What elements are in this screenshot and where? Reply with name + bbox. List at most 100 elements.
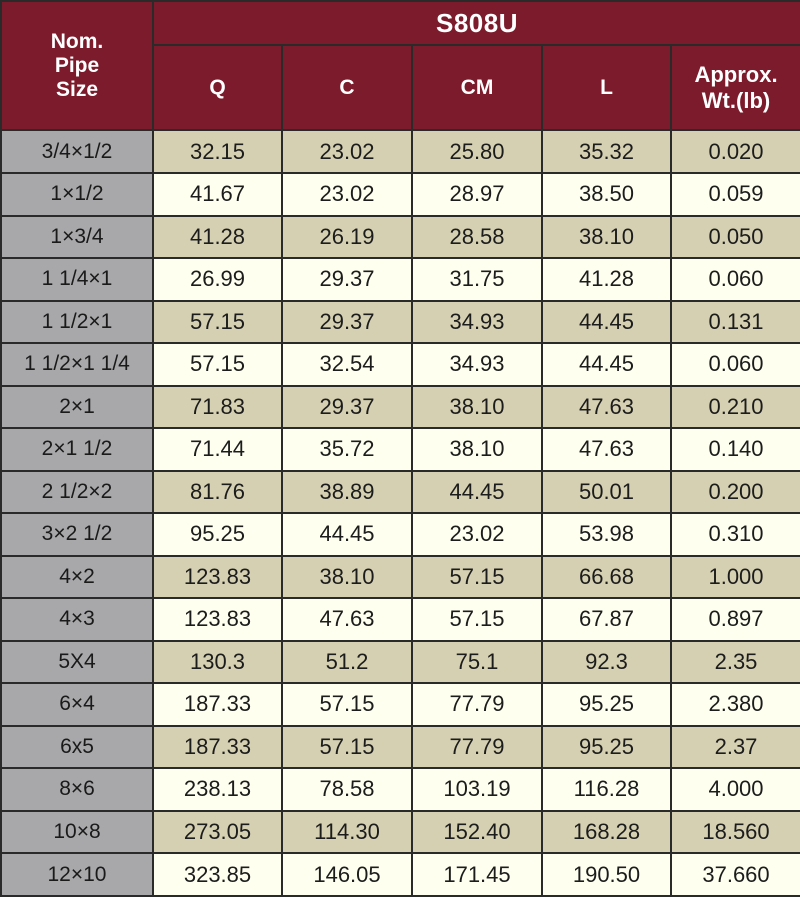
size-column-header: Nom. Pipe Size	[0, 0, 154, 131]
c-cell: 57.15	[281, 724, 413, 770]
weight-cell: 2.35	[669, 639, 800, 685]
c-cell: 23.02	[281, 172, 413, 217]
l-cell: 50.01	[541, 469, 672, 515]
l-cell: 66.68	[541, 554, 672, 600]
pipe-size-cell: 6×4	[0, 682, 154, 727]
weight-cell: 0.200	[669, 469, 800, 515]
table-row: 6×4 187.33 57.15 77.79 95.25 2.380	[0, 682, 800, 727]
cm-cell: 171.45	[411, 852, 543, 897]
table-row: 3/4×1/2 32.15 23.02 25.80 35.32 0.020	[0, 128, 800, 175]
pipe-size-cell: 5X4	[0, 639, 154, 685]
cm-cell: 28.97	[411, 172, 543, 217]
q-cell: 81.76	[152, 469, 283, 515]
column-header-cm: CM	[411, 44, 543, 131]
l-cell: 190.50	[541, 852, 672, 897]
table-row: 12×10 323.85 146.05 171.45 190.50 37.660	[0, 852, 800, 897]
pipe-size-cell: 6x5	[0, 724, 154, 770]
l-cell: 67.87	[541, 597, 672, 642]
l-cell: 41.28	[541, 257, 672, 302]
pipe-size-cell: 1 1/2×1 1/4	[0, 342, 154, 387]
c-cell: 44.45	[281, 512, 413, 557]
pipe-size-cell: 2 1/2×2	[0, 469, 154, 515]
weight-cell: 1.000	[669, 554, 800, 600]
l-cell: 47.63	[541, 384, 672, 430]
column-header-weight: Approx. Wt.(lb)	[669, 44, 800, 131]
pipe-size-cell: 1×3/4	[0, 214, 154, 260]
cm-cell: 75.1	[411, 639, 543, 685]
weight-cell: 37.660	[669, 852, 800, 897]
c-cell: 29.37	[281, 299, 413, 345]
cm-cell: 28.58	[411, 214, 543, 260]
pipe-size-cell: 3×2 1/2	[0, 512, 154, 557]
pipe-size-cell: 1 1/2×1	[0, 299, 154, 345]
l-cell: 38.50	[541, 172, 672, 217]
q-cell: 187.33	[152, 682, 283, 727]
pipe-size-cell: 1 1/4×1	[0, 257, 154, 302]
q-cell: 57.15	[152, 299, 283, 345]
q-cell: 71.44	[152, 427, 283, 472]
table-row: 2 1/2×2 81.76 38.89 44.45 50.01 0.200	[0, 469, 800, 515]
l-cell: 95.25	[541, 682, 672, 727]
weight-cell: 0.060	[669, 257, 800, 302]
l-cell: 47.63	[541, 427, 672, 472]
table-row: 1 1/2×1 57.15 29.37 34.93 44.45 0.131	[0, 299, 800, 345]
pipe-size-cell: 3/4×1/2	[0, 128, 154, 175]
cm-cell: 103.19	[411, 767, 543, 812]
c-cell: 51.2	[281, 639, 413, 685]
weight-cell: 0.131	[669, 299, 800, 345]
weight-cell: 4.000	[669, 767, 800, 812]
q-cell: 323.85	[152, 852, 283, 897]
c-cell: 26.19	[281, 214, 413, 260]
column-header-l: L	[541, 44, 672, 131]
cm-cell: 23.02	[411, 512, 543, 557]
column-header-q: Q	[152, 44, 283, 131]
pipe-size-cell: 2×1	[0, 384, 154, 430]
cm-cell: 77.79	[411, 682, 543, 727]
weight-cell: 2.37	[669, 724, 800, 770]
weight-cell: 0.060	[669, 342, 800, 387]
l-cell: 95.25	[541, 724, 672, 770]
q-cell: 32.15	[152, 128, 283, 175]
pipe-size-cell: 4×3	[0, 597, 154, 642]
cm-cell: 38.10	[411, 384, 543, 430]
q-cell: 57.15	[152, 342, 283, 387]
weight-cell: 18.560	[669, 809, 800, 855]
table-row: 8×6 238.13 78.58 103.19 116.28 4.000	[0, 767, 800, 812]
pipe-size-cell: 10×8	[0, 809, 154, 855]
weight-cell: 0.140	[669, 427, 800, 472]
cm-cell: 44.45	[411, 469, 543, 515]
table-row: 2×1 71.83 29.37 38.10 47.63 0.210	[0, 384, 800, 430]
model-title: S808U	[151, 0, 800, 46]
l-cell: 53.98	[541, 512, 672, 557]
cm-cell: 25.80	[411, 128, 543, 175]
table-row: 5X4 130.3 51.2 75.1 92.3 2.35	[0, 639, 800, 685]
c-cell: 38.10	[281, 554, 413, 600]
table-row: 3×2 1/2 95.25 44.45 23.02 53.98 0.310	[0, 512, 800, 557]
c-cell: 47.63	[281, 597, 413, 642]
l-cell: 168.28	[541, 809, 672, 855]
l-cell: 44.45	[541, 299, 672, 345]
pipe-size-cell: 12×10	[0, 852, 154, 897]
l-cell: 116.28	[541, 767, 672, 812]
q-cell: 187.33	[152, 724, 283, 770]
column-header-c: C	[281, 44, 413, 131]
q-cell: 273.05	[152, 809, 283, 855]
table-row: 4×2 123.83 38.10 57.15 66.68 1.000	[0, 554, 800, 600]
weight-cell: 0.050	[669, 214, 800, 260]
table-row: 1 1/4×1 26.99 29.37 31.75 41.28 0.060	[0, 257, 800, 302]
cm-cell: 38.10	[411, 427, 543, 472]
table-row: 1×3/4 41.28 26.19 28.58 38.10 0.050	[0, 214, 800, 260]
c-cell: 38.89	[281, 469, 413, 515]
table-row: 6x5 187.33 57.15 77.79 95.25 2.37	[0, 724, 800, 770]
q-cell: 238.13	[152, 767, 283, 812]
q-cell: 123.83	[152, 597, 283, 642]
table-row: 1 1/2×1 1/4 57.15 32.54 34.93 44.45 0.060	[0, 342, 800, 387]
pipe-size-cell: 8×6	[0, 767, 154, 812]
weight-cell: 0.210	[669, 384, 800, 430]
table-row: 10×8 273.05 114.30 152.40 168.28 18.560	[0, 809, 800, 855]
q-cell: 41.67	[152, 172, 283, 217]
weight-cell: 0.897	[669, 597, 800, 642]
q-cell: 130.3	[152, 639, 283, 685]
cm-cell: 34.93	[411, 299, 543, 345]
